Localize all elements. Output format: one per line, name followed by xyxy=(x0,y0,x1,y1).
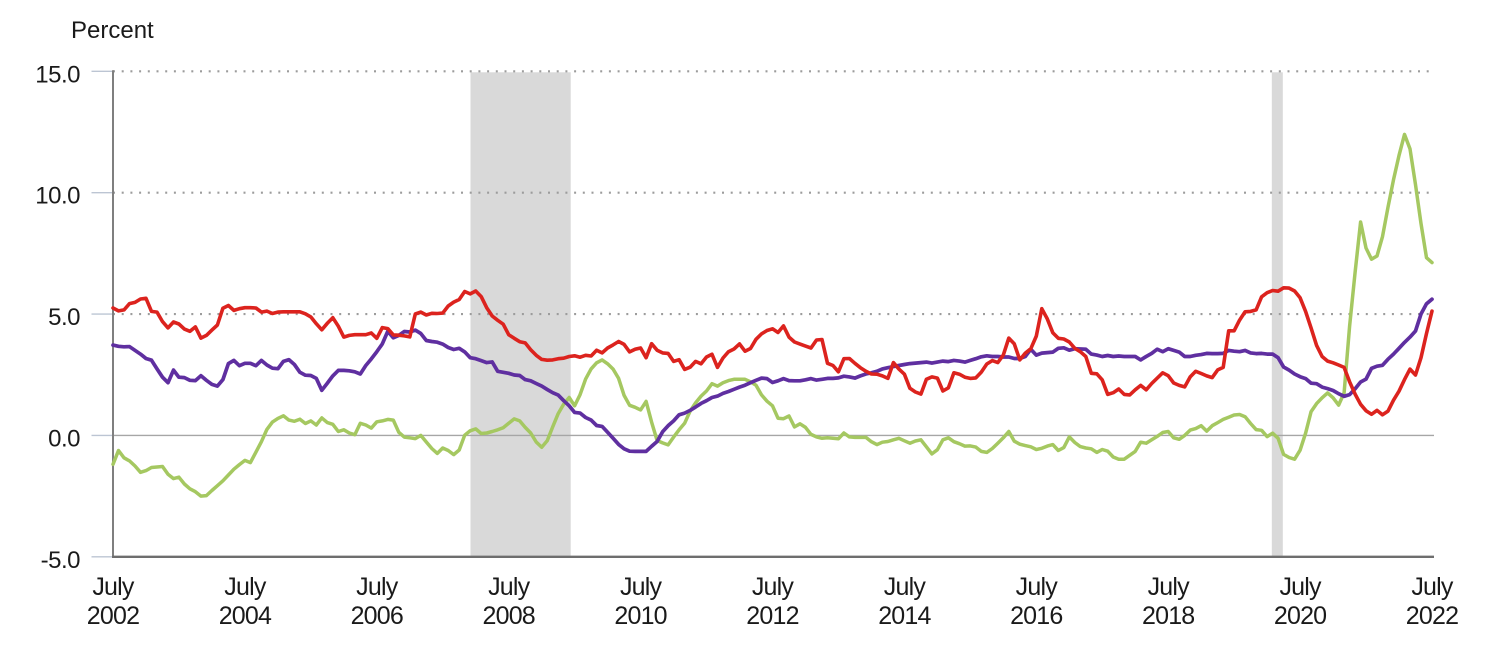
svg-text:0.0: 0.0 xyxy=(48,425,80,452)
svg-text:July: July xyxy=(620,573,663,601)
svg-text:2022: 2022 xyxy=(1406,602,1458,630)
svg-text:2008: 2008 xyxy=(482,602,534,630)
svg-text:2016: 2016 xyxy=(1010,602,1062,630)
svg-text:2010: 2010 xyxy=(614,602,666,630)
svg-text:July: July xyxy=(1016,573,1059,601)
svg-text:2020: 2020 xyxy=(1274,602,1326,630)
svg-text:5.0: 5.0 xyxy=(48,304,80,331)
svg-text:2018: 2018 xyxy=(1142,602,1194,630)
svg-text:July: July xyxy=(92,573,135,601)
svg-text:-5.0: -5.0 xyxy=(41,547,81,574)
svg-text:July: July xyxy=(488,573,531,601)
svg-text:July: July xyxy=(752,573,795,601)
svg-text:2002: 2002 xyxy=(87,602,139,630)
svg-text:2004: 2004 xyxy=(219,602,272,630)
svg-text:Percent: Percent xyxy=(71,17,154,44)
svg-text:July: July xyxy=(1411,573,1454,601)
svg-text:July: July xyxy=(224,573,267,601)
svg-text:2012: 2012 xyxy=(746,602,798,630)
svg-text:15.0: 15.0 xyxy=(35,61,80,88)
svg-text:July: July xyxy=(1148,573,1191,601)
svg-text:July: July xyxy=(1279,573,1322,601)
svg-text:July: July xyxy=(356,573,399,601)
svg-text:July: July xyxy=(884,573,927,601)
svg-text:2006: 2006 xyxy=(351,602,403,630)
svg-text:10.0: 10.0 xyxy=(35,183,80,210)
svg-text:2014: 2014 xyxy=(878,602,931,630)
